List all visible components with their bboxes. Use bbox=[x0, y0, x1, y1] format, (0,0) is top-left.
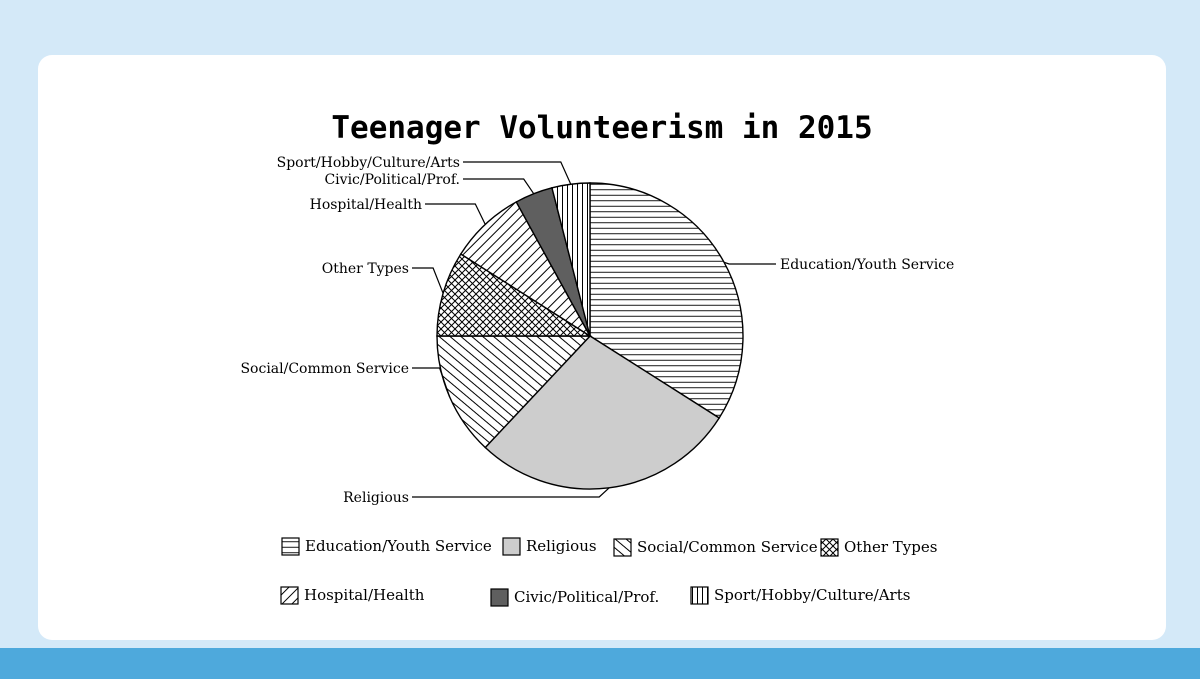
chart-legend: Education/Youth Service Religious Social/C… bbox=[280, 537, 937, 607]
legend-label-education-youth-service: Education/Youth Service bbox=[305, 537, 492, 555]
callout-label-other-types: Other Types bbox=[322, 261, 409, 277]
legend-label-religious: Religious bbox=[526, 537, 597, 555]
legend-swatch-civic-political-prof bbox=[490, 588, 509, 607]
pie-callouts: Education/Youth Service Religious Social/C… bbox=[240, 155, 954, 506]
legend-swatch-sport-hobby-culture-arts bbox=[690, 586, 709, 605]
pie-slice-education-youth-service bbox=[589, 182, 744, 419]
legend-swatch-social-common-service bbox=[613, 538, 632, 557]
legend-swatch-religious bbox=[502, 537, 521, 556]
callout-label-education-youth-service: Education/Youth Service bbox=[780, 257, 954, 273]
callout-line-education-youth-service bbox=[723, 261, 776, 265]
callout-label-sport-hobby-culture-arts: Sport/Hobby/Culture/Arts bbox=[277, 155, 460, 171]
pie-slice-religious bbox=[484, 335, 721, 490]
chart-title: Teenager Volunteerism in 2015 bbox=[331, 110, 872, 146]
callout-line-social-common-service bbox=[412, 367, 451, 397]
callout-line-other-types bbox=[412, 267, 444, 294]
legend-label-sport-hobby-culture-arts: Sport/Hobby/Culture/Arts bbox=[714, 586, 910, 604]
pie-slice-sport-hobby-culture-arts bbox=[551, 182, 591, 337]
callout-label-hospital-health: Hospital/Health bbox=[310, 197, 422, 213]
callout-label-social-common-service: Social/Common Service bbox=[240, 361, 409, 377]
legend-swatch-hospital-health bbox=[280, 586, 299, 605]
callout-label-religious: Religious bbox=[343, 490, 409, 506]
pie-slices bbox=[436, 182, 744, 490]
bottom-band bbox=[0, 648, 1200, 679]
legend-swatch-other-types bbox=[820, 538, 839, 557]
callout-line-civic-political-prof bbox=[463, 178, 535, 195]
callout-line-hospital-health bbox=[425, 203, 486, 225]
legend-label-hospital-health: Hospital/Health bbox=[304, 586, 425, 604]
pie-slice-other-types bbox=[436, 253, 593, 337]
legend-label-other-types: Other Types bbox=[844, 538, 937, 556]
legend-label-civic-political-prof: Civic/Political/Prof. bbox=[514, 588, 659, 606]
callout-line-sport-hobby-culture-arts bbox=[463, 161, 572, 185]
legend-label-social-common-service: Social/Common Service bbox=[637, 538, 818, 556]
callout-label-civic-political-prof: Civic/Political/Prof. bbox=[324, 172, 460, 188]
callout-line-religious bbox=[412, 487, 610, 498]
legend-swatch-education-youth-service bbox=[281, 537, 300, 556]
